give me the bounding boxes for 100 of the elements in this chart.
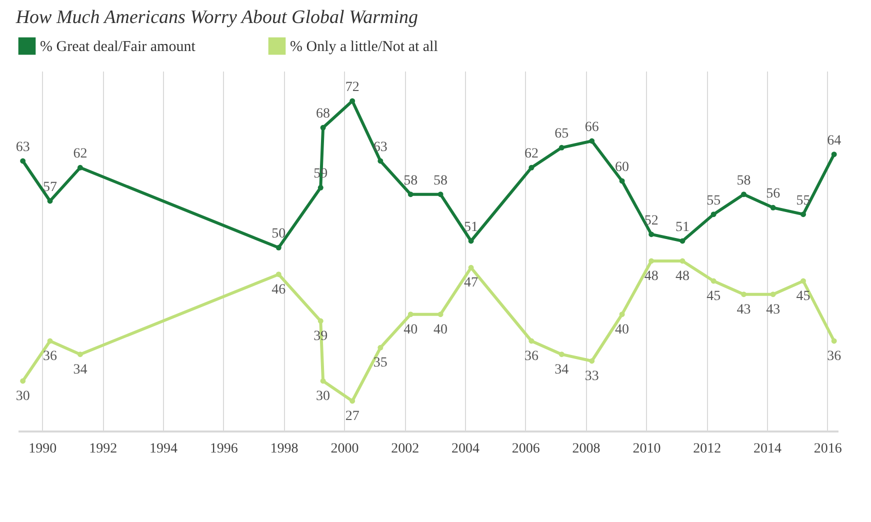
x-tick-label: 2002 — [391, 442, 420, 456]
data-label: 35 — [373, 356, 388, 371]
data-label: 40 — [615, 322, 630, 338]
point — [318, 318, 324, 324]
data-label: 47 — [464, 276, 478, 291]
point — [528, 164, 534, 170]
point — [800, 212, 806, 218]
data-label: 45 — [706, 289, 721, 304]
point — [468, 238, 474, 244]
data-label: 51 — [464, 220, 478, 235]
data-label: 64 — [827, 133, 842, 148]
point — [378, 158, 384, 164]
point — [20, 378, 26, 384]
data-label: 65 — [554, 126, 569, 142]
point — [558, 352, 564, 358]
data-label: 34 — [73, 362, 88, 378]
point — [741, 192, 747, 198]
x-tick-label: 2012 — [693, 442, 722, 456]
data-label: 58 — [736, 173, 751, 188]
data-label: 62 — [73, 146, 88, 162]
data-label: 63 — [16, 140, 30, 155]
point — [318, 184, 324, 190]
point — [770, 204, 776, 210]
x-tick-label: 1996 — [210, 442, 238, 456]
x-tick-label: 2004 — [452, 442, 480, 456]
point — [831, 338, 837, 344]
data-label: 72 — [345, 80, 360, 95]
point — [619, 312, 625, 318]
data-label: 50 — [272, 226, 286, 242]
point — [741, 292, 747, 298]
x-tick-label: 1990 — [28, 442, 57, 456]
data-label: 43 — [766, 302, 780, 318]
data-label: 57 — [43, 180, 58, 195]
point — [528, 338, 534, 344]
point — [710, 278, 716, 284]
point — [800, 278, 806, 284]
point — [408, 192, 414, 198]
data-label: 36 — [43, 349, 58, 364]
point — [20, 158, 26, 164]
x-tick-label: 2006 — [512, 442, 540, 456]
data-label: 36 — [827, 349, 842, 364]
x-tick-label: 1992 — [89, 442, 118, 456]
legend-label: % Only a little/Not at all — [290, 39, 438, 56]
x-tick-label: 1998 — [270, 442, 298, 456]
point — [648, 232, 654, 238]
data-label: 51 — [675, 220, 690, 235]
point — [378, 344, 384, 350]
data-label: 55 — [706, 193, 721, 208]
legend-label: % Great deal/Fair amount — [40, 39, 196, 56]
data-label: 48 — [675, 269, 690, 284]
x-tick-label: 2014 — [754, 442, 782, 456]
point — [680, 258, 686, 264]
data-label: 30 — [316, 389, 330, 404]
point — [438, 192, 444, 198]
point — [350, 98, 356, 104]
x-tick-label: 2010 — [632, 442, 661, 456]
data-label: 40 — [404, 322, 418, 338]
x-tick-label: 2008 — [572, 442, 600, 456]
point — [438, 312, 444, 318]
point — [770, 292, 776, 298]
point — [408, 312, 414, 318]
point — [831, 152, 837, 158]
point — [320, 378, 326, 384]
point — [648, 258, 654, 264]
x-tick-label: 2016 — [814, 442, 842, 456]
point — [320, 124, 326, 130]
data-label: 58 — [434, 173, 448, 188]
point — [47, 198, 53, 204]
point — [468, 264, 474, 270]
data-label: 52 — [644, 213, 658, 228]
data-label: 60 — [615, 160, 630, 175]
point — [589, 358, 595, 364]
data-label: 45 — [796, 289, 810, 304]
x-tick-label: 2000 — [330, 442, 359, 456]
point — [47, 338, 53, 344]
data-label: 33 — [584, 369, 599, 384]
data-label: 68 — [316, 106, 330, 122]
data-label: 43 — [736, 302, 751, 318]
data-label: 48 — [644, 269, 658, 284]
point — [276, 272, 282, 278]
data-label: 62 — [524, 146, 538, 162]
x-tick-label: 1994 — [149, 442, 178, 456]
point — [350, 398, 356, 404]
data-label: 27 — [345, 409, 360, 424]
point — [589, 138, 595, 144]
point — [77, 352, 83, 358]
point — [77, 164, 83, 170]
data-label: 30 — [16, 389, 30, 404]
point — [558, 144, 564, 150]
chart-title: How Much Americans Worry About Global Warming — [14, 7, 418, 28]
data-label: 66 — [584, 120, 599, 135]
data-label: 34 — [554, 362, 569, 378]
point — [619, 178, 625, 184]
point — [710, 212, 716, 218]
point — [680, 238, 686, 244]
data-label: 56 — [766, 186, 780, 202]
data-label: 40 — [434, 322, 448, 338]
data-label: 36 — [524, 349, 538, 364]
data-label: 46 — [272, 282, 286, 298]
data-label: 58 — [404, 173, 418, 188]
